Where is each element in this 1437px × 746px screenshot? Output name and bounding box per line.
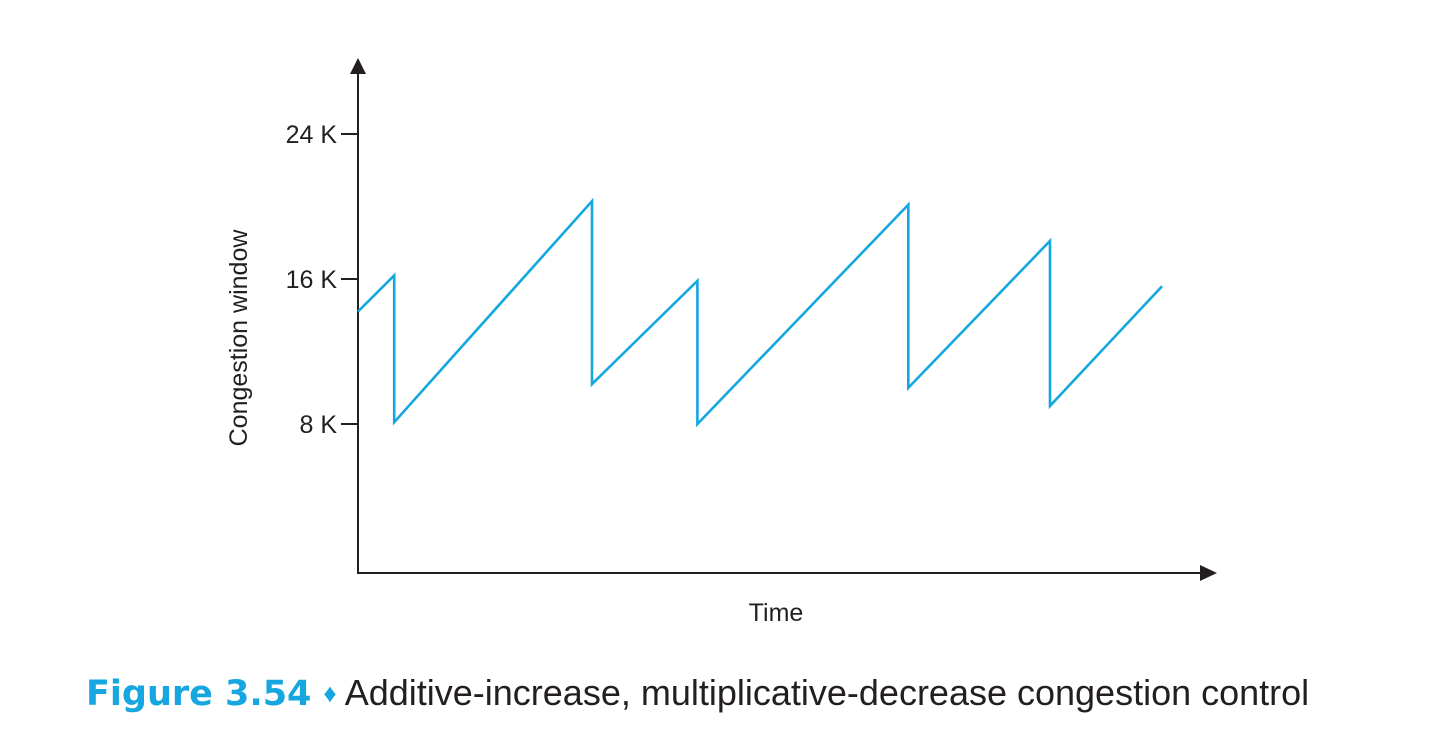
figure-number: Figure 3.54 <box>86 674 312 714</box>
y-axis-arrow <box>350 58 366 74</box>
series-group <box>357 197 1163 428</box>
x-axis-label: Time <box>749 599 804 627</box>
y-tick-label: 16 K <box>286 266 338 294</box>
diamond-icon: ♦ <box>323 678 337 708</box>
y-tick-label: 8 K <box>299 411 337 439</box>
figure-caption: Figure 3.54 ♦ Additive-increase, multiplic… <box>86 668 1309 721</box>
y-axis-label: Congestion window <box>225 229 253 447</box>
y-ticks: 8 K 16 K 24 K <box>286 121 358 439</box>
x-axis-arrow <box>1200 565 1217 581</box>
caption-text: Additive-increase, multiplicative-decrea… <box>344 672 1310 713</box>
congestion-window-line <box>357 197 1163 428</box>
y-tick-label: 24 K <box>286 121 338 149</box>
